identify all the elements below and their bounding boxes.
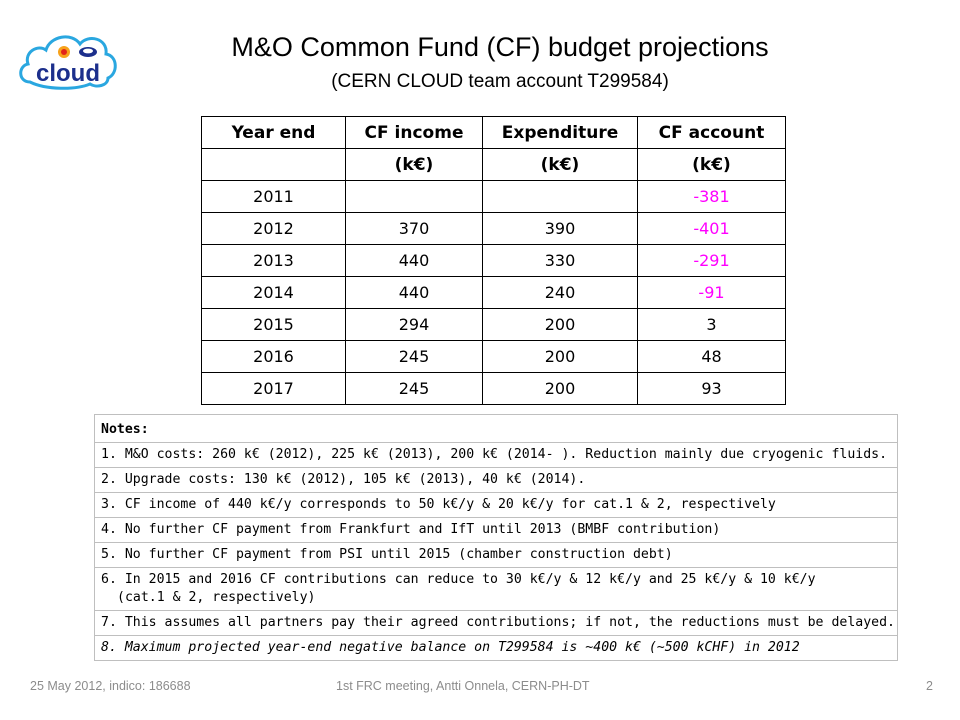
table-row: 2011 -381 bbox=[201, 180, 786, 213]
cell-expenditure: 200 bbox=[482, 340, 638, 373]
cell-year: 2015 bbox=[201, 308, 346, 341]
cell-year: 2012 bbox=[201, 212, 346, 245]
cloud-logo: cloud bbox=[16, 28, 122, 94]
footer-meeting: 1st FRC meeting, Antti Onnela, CERN-PH-D… bbox=[336, 679, 590, 693]
table-row: 2014 440 240 -91 bbox=[201, 276, 786, 309]
cell-expenditure: 390 bbox=[482, 212, 638, 245]
cell-expenditure: 200 bbox=[482, 372, 638, 405]
cell-income bbox=[345, 180, 483, 213]
units-cf-account: (k€) bbox=[637, 148, 786, 181]
notes-box: Notes: 1. M&O costs: 260 k€ (2012), 225 … bbox=[94, 414, 898, 661]
cloud-logo-icon: cloud bbox=[19, 35, 117, 90]
table-row: 2015 294 200 3 bbox=[201, 308, 786, 341]
note-item: 3. CF income of 440 k€/y corresponds to … bbox=[95, 493, 897, 518]
note-item: 5. No further CF payment from PSI until … bbox=[95, 543, 897, 568]
header-cf-income: CF income bbox=[345, 116, 483, 149]
cell-account: 48 bbox=[637, 340, 786, 373]
cell-account: -91 bbox=[637, 276, 786, 309]
note-item: 7. This assumes all partners pay their a… bbox=[95, 611, 897, 636]
cell-year: 2017 bbox=[201, 372, 346, 405]
cell-income: 440 bbox=[345, 276, 483, 309]
notes-heading: Notes: bbox=[95, 415, 897, 443]
table-units-row: (k€) (k€) (k€) bbox=[201, 148, 786, 181]
cell-expenditure: 240 bbox=[482, 276, 638, 309]
logo-text: cloud bbox=[36, 60, 100, 87]
note-item: 1. M&O costs: 260 k€ (2012), 225 k€ (201… bbox=[95, 443, 897, 468]
header-expenditure: Expenditure bbox=[482, 116, 638, 149]
cell-year: 2014 bbox=[201, 276, 346, 309]
cell-account: -381 bbox=[637, 180, 786, 213]
note-item: 4. No further CF payment from Frankfurt … bbox=[95, 518, 897, 543]
cell-income: 245 bbox=[345, 340, 483, 373]
note-item-line: 6. In 2015 and 2016 CF contributions can… bbox=[101, 572, 816, 587]
cell-income: 370 bbox=[345, 212, 483, 245]
page-title: M&O Common Fund (CF) budget projections bbox=[231, 32, 769, 62]
cell-expenditure: 330 bbox=[482, 244, 638, 277]
table-row: 2013 440 330 -291 bbox=[201, 244, 786, 277]
table-header-row: Year end CF income Expenditure CF accoun… bbox=[201, 116, 786, 149]
cell-income: 440 bbox=[345, 244, 483, 277]
note-item: 2. Upgrade costs: 130 k€ (2012), 105 k€ … bbox=[95, 468, 897, 493]
cell-account: 3 bbox=[637, 308, 786, 341]
cell-account: 93 bbox=[637, 372, 786, 405]
footer-page-number: 2 bbox=[926, 679, 933, 693]
table-row: 2016 245 200 48 bbox=[201, 340, 786, 373]
header-year-end: Year end bbox=[201, 116, 346, 149]
cell-income: 245 bbox=[345, 372, 483, 405]
cell-expenditure bbox=[482, 180, 638, 213]
cell-income: 294 bbox=[345, 308, 483, 341]
units-cf-income: (k€) bbox=[345, 148, 483, 181]
note-item-6: 6. In 2015 and 2016 CF contributions can… bbox=[95, 568, 897, 611]
note-item: 8. Maximum projected year-end negative b… bbox=[101, 640, 800, 655]
cell-year: 2016 bbox=[201, 340, 346, 373]
units-year-end bbox=[201, 148, 346, 181]
table-row: 2012 370 390 -401 bbox=[201, 212, 786, 245]
cell-year: 2013 bbox=[201, 244, 346, 277]
table-row: 2017 245 200 93 bbox=[201, 372, 786, 405]
note-item-continuation: (cat.1 & 2, respectively) bbox=[117, 590, 316, 605]
cell-account: -401 bbox=[637, 212, 786, 245]
budget-table: Year end CF income Expenditure CF accoun… bbox=[201, 116, 786, 405]
cell-expenditure: 200 bbox=[482, 308, 638, 341]
cell-account: -291 bbox=[637, 244, 786, 277]
cell-year: 2011 bbox=[201, 180, 346, 213]
units-expenditure: (k€) bbox=[482, 148, 638, 181]
page-subtitle: (CERN CLOUD team account T299584) bbox=[331, 71, 669, 92]
footer-date: 25 May 2012, indico: 186688 bbox=[30, 679, 191, 693]
header-cf-account: CF account bbox=[637, 116, 786, 149]
